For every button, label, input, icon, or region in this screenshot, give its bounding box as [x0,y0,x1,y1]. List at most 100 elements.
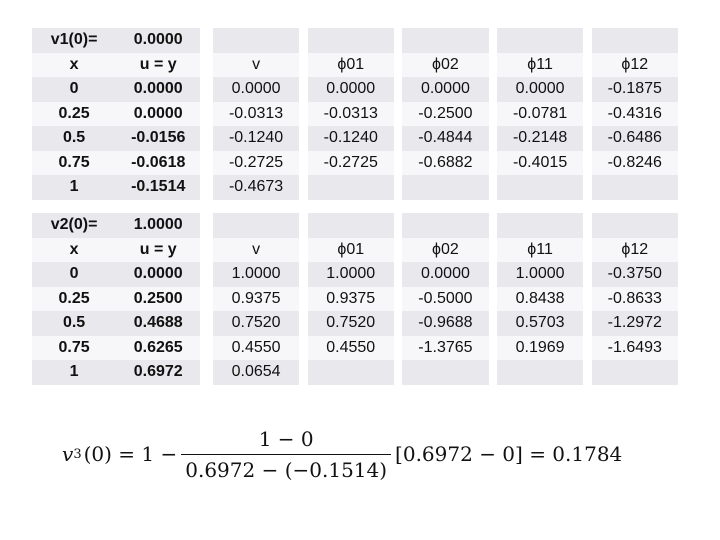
table-row: 0 0.0000 0.0000 0.0000 0.0000 0.0000 -0.1875 [32,77,678,102]
column-gap [299,262,308,287]
table-cell: 0.75 [32,335,117,360]
column-gap [200,175,213,200]
column-header: ϕ01 [307,237,394,262]
column-gap [393,126,403,151]
column-header: x [32,52,117,77]
column-gap [488,28,497,53]
column-gap [299,77,308,102]
column-gap [393,262,403,287]
table-v1: v1(0)= 0.0000 x u = y v ϕ01 ϕ02 ϕ11 ϕ12 0 0.0000 0.… [32,28,678,200]
table-cell: 0.0000 [116,262,201,287]
table-cell: -0.2725 [212,150,300,175]
table-cell: 0.6972 [116,360,201,385]
table-cell: 0 [32,262,117,287]
table-cell: 0.25 [32,286,117,311]
table-cell: 0.4550 [307,335,394,360]
column-gap [393,335,403,360]
empty-cell [307,28,394,53]
column-gap [488,213,497,238]
column-gap [393,286,403,311]
table-row: 0.25 0.0000 -0.0313 -0.0313 -0.2500 -0.0781 -0… [32,101,678,126]
column-header: x [32,237,117,262]
column-gap [583,360,592,385]
empty-cell [496,213,584,238]
column-gap [583,335,592,360]
table-cell: -0.0313 [212,101,300,126]
table-cell: 0.0000 [402,77,489,102]
column-gap [200,286,213,311]
table-cell: -1.2972 [591,311,678,336]
column-gap [200,101,213,126]
column-gap [393,28,403,53]
table-row: 1 -0.1514 -0.4673 [32,175,678,200]
table-cell: 0.0000 [496,77,584,102]
label-row: v2(0)= 1.0000 [32,213,678,238]
column-gap [393,101,403,126]
table-cell: 0.5 [32,126,117,151]
table-cell: -1.3765 [402,335,489,360]
table-cell: 0.0000 [402,262,489,287]
table-cell: 0.25 [32,101,117,126]
column-gap [393,52,403,77]
column-gap [200,335,213,360]
table-cell: 1.0000 [212,262,300,287]
table-cell: 0.9375 [307,286,394,311]
table-cell: 0.7520 [307,311,394,336]
table-cell: 0.2500 [116,286,201,311]
column-gap [299,335,308,360]
table-cell [307,360,394,385]
column-header: ϕ02 [402,237,489,262]
table-cell: -0.4316 [591,101,678,126]
table-cell: 0.6265 [116,335,201,360]
table-row: 1 0.6972 0.0654 [32,360,678,385]
table-cell: 0.9375 [212,286,300,311]
table-row: 0.75 -0.0618 -0.2725 -0.2725 -0.6882 -0.4015-… [32,150,678,175]
column-gap [393,360,403,385]
formula-lhs-arg: (0) = 1 − [83,442,178,466]
initial-label: v2(0)= [32,213,117,238]
table-cell: 0.4550 [212,335,300,360]
initial-label: v1(0)= [32,28,117,53]
empty-cell [591,28,678,53]
table-cell [496,175,584,200]
column-gap [583,311,592,336]
table-cell: -0.3750 [591,262,678,287]
column-header: v [212,237,300,262]
table-cell: -0.0781 [496,101,584,126]
table-cell: 0.5 [32,311,117,336]
column-header: ϕ11 [496,52,584,77]
table-cell: -0.1514 [116,175,201,200]
table-cell: 0.8438 [496,286,584,311]
table-cell: -0.0313 [307,101,394,126]
table-cell: 1 [32,175,117,200]
table-row: 0.5 0.4688 0.7520 0.7520 -0.9688 0.5703 -1.297… [32,311,678,336]
empty-cell [212,213,300,238]
column-gap [299,213,308,238]
column-header: ϕ12 [591,237,678,262]
column-gap [488,311,497,336]
table-cell: -0.6486 [591,126,678,151]
column-gap [200,52,213,77]
table-cell: -0.6882 [402,150,489,175]
table-cell [591,360,678,385]
label-row: v1(0)= 0.0000 [32,28,678,53]
empty-cell [591,213,678,238]
column-gap [393,150,403,175]
column-gap [299,311,308,336]
column-gap [393,175,403,200]
table-cell [402,175,489,200]
table-cell: 0.5703 [496,311,584,336]
column-gap [200,360,213,385]
table-cell: 0.1969 [496,335,584,360]
table-v2: v2(0)= 1.0000 x u = y v ϕ01 ϕ02 ϕ11 ϕ12 0 0.0000 1.… [32,213,678,385]
table-cell: -0.8246 [591,150,678,175]
table-cell: -0.1240 [212,126,300,151]
table-row: 0 0.0000 1.0000 1.0000 0.0000 1.0000 -0.3750 [32,262,678,287]
column-gap [299,52,308,77]
column-gap [299,360,308,385]
table-cell: 1.0000 [307,262,394,287]
column-gap [488,175,497,200]
column-gap [299,28,308,53]
